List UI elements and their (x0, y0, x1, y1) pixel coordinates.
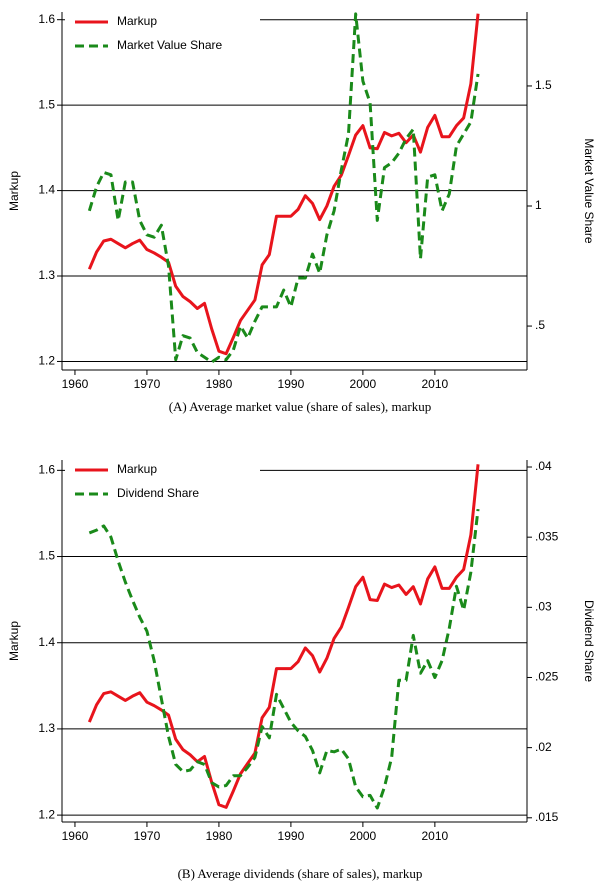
series-line (88, 508, 480, 810)
y-tick-label: 1.3 (38, 721, 55, 735)
y-tick-label: 1.6 (38, 12, 55, 26)
y-tick-label: 1.2 (38, 354, 55, 368)
y2-tick-label: .025 (535, 670, 559, 684)
legend-box (65, 13, 260, 57)
y2-tick-label: .04 (535, 459, 552, 473)
legend-label: Markup (117, 462, 157, 476)
series-line (87, 464, 480, 809)
x-tick-label: 2010 (422, 829, 449, 843)
y2-tick-label: .015 (535, 810, 559, 824)
y-tick-label: 1.5 (38, 549, 55, 563)
y-tick-label: 1.4 (38, 183, 55, 197)
y2-tick-label: .035 (535, 529, 559, 543)
y-tick-label: 1.6 (38, 463, 55, 477)
x-tick-label: 1980 (206, 829, 233, 843)
legend: Markup Market Value Share (65, 13, 260, 57)
x-tick-label: 1990 (278, 377, 305, 391)
caption: (B) Average dividends (share of sales), … (178, 866, 423, 881)
x-tick-label: 2000 (350, 377, 377, 391)
x-tick-label: 1970 (134, 377, 161, 391)
legend-label: Market Value Share (117, 38, 222, 52)
y2-tick-label: .5 (535, 318, 545, 332)
legend-box (65, 461, 260, 505)
x-tick-label: 2010 (422, 377, 449, 391)
x-tick-label: 1970 (134, 829, 161, 843)
x-tick-label: 1960 (62, 829, 89, 843)
y-tick-label: 1.2 (38, 807, 55, 821)
legend: Markup Dividend Share (65, 461, 260, 505)
y-axis-title: Markup (7, 621, 21, 661)
x-tick-label: 2000 (350, 829, 377, 843)
series-line (87, 13, 480, 356)
y2-tick-label: 1.5 (535, 78, 552, 92)
y2-axis-title: Dividend Share (582, 600, 596, 682)
x-tick-label: 1960 (62, 377, 89, 391)
y2-axis-title: Market Value Share (582, 138, 596, 243)
y-tick-label: 1.3 (38, 268, 55, 282)
x-tick-label: 1980 (206, 377, 233, 391)
legend-label: Markup (117, 14, 157, 28)
x-tick-label: 1990 (278, 829, 305, 843)
caption: (A) Average market value (share of sales… (169, 399, 432, 414)
y-tick-label: 1.5 (38, 97, 55, 111)
legend-label: Dividend Share (117, 486, 199, 500)
y-axis-title: Markup (7, 171, 21, 211)
y-tick-label: 1.4 (38, 635, 55, 649)
panel: 1.2 1.3 1.4 1.5 1.6 .5 1 1.5 1960 1970 1980 1990 200… (7, 12, 596, 414)
series-line (87, 12, 480, 364)
panel: 1.2 1.3 1.4 1.5 1.6 .015 .02 .025 .03 .035 .04 1960… (7, 459, 596, 881)
y2-tick-label: .02 (535, 740, 552, 754)
y2-tick-label: .03 (535, 599, 552, 613)
y2-tick-label: 1 (535, 198, 542, 212)
